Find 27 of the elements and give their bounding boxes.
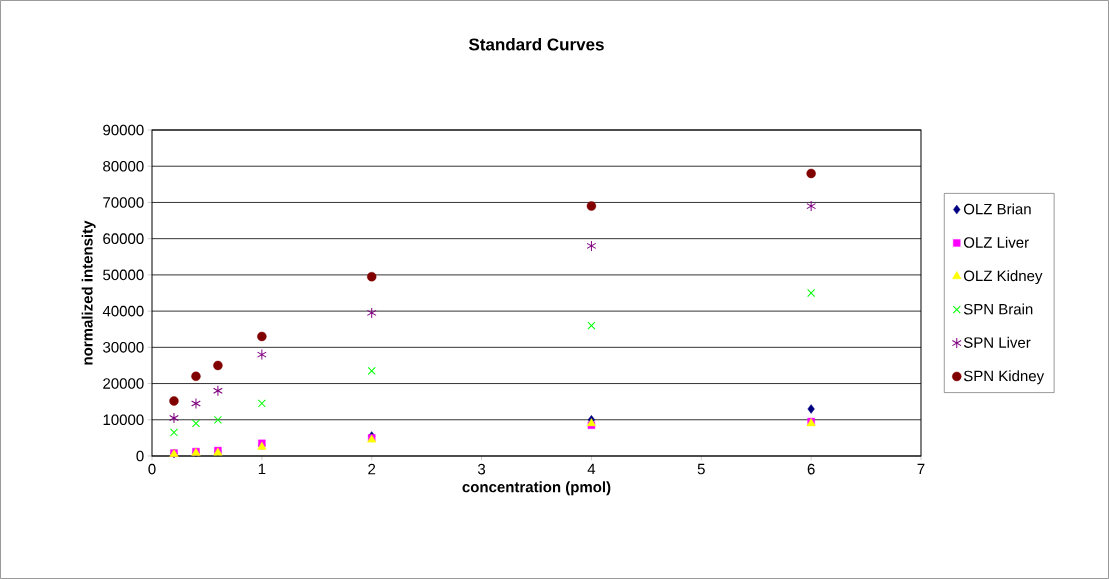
y-tick-label: 10000 (103, 414, 144, 426)
x-tick-label: 6 (807, 463, 815, 475)
legend-label: OLZ Kidney (963, 270, 1043, 285)
x-tick-label: 3 (477, 463, 486, 475)
y-tick-label: 60000 (103, 233, 144, 244)
x-axis-title: concentration (pmol) (462, 481, 611, 496)
legend-label: SPN Liver (963, 336, 1031, 348)
y-axis-title: normalized intensity (81, 220, 96, 365)
x-tick-label: 1 (258, 463, 266, 475)
legend-label: SPN Brain (963, 303, 1033, 315)
chart-title: Standard Curves (468, 37, 604, 51)
legend-label: OLZ Brian (963, 203, 1031, 215)
y-tick-label: 40000 (102, 305, 144, 317)
y-tick-label: 30000 (103, 342, 144, 353)
y-tick-label: 90000 (103, 124, 144, 136)
x-tick-label: 2 (368, 463, 376, 475)
x-tick-label: 4 (587, 463, 596, 475)
x-tick-label: 0 (148, 463, 156, 475)
y-tick-label: 20000 (103, 378, 144, 389)
y-tick-label: 50000 (103, 269, 144, 281)
x-tick-label: 7 (917, 463, 925, 475)
x-tick-label: 5 (697, 463, 705, 475)
legend-label: SPN Kidney (963, 370, 1045, 385)
y-tick-label: 70000 (103, 197, 144, 208)
y-tick-label: 80000 (103, 160, 144, 172)
y-tick-label: 0 (136, 450, 144, 462)
legend-label: OLZ Liver (963, 236, 1029, 248)
